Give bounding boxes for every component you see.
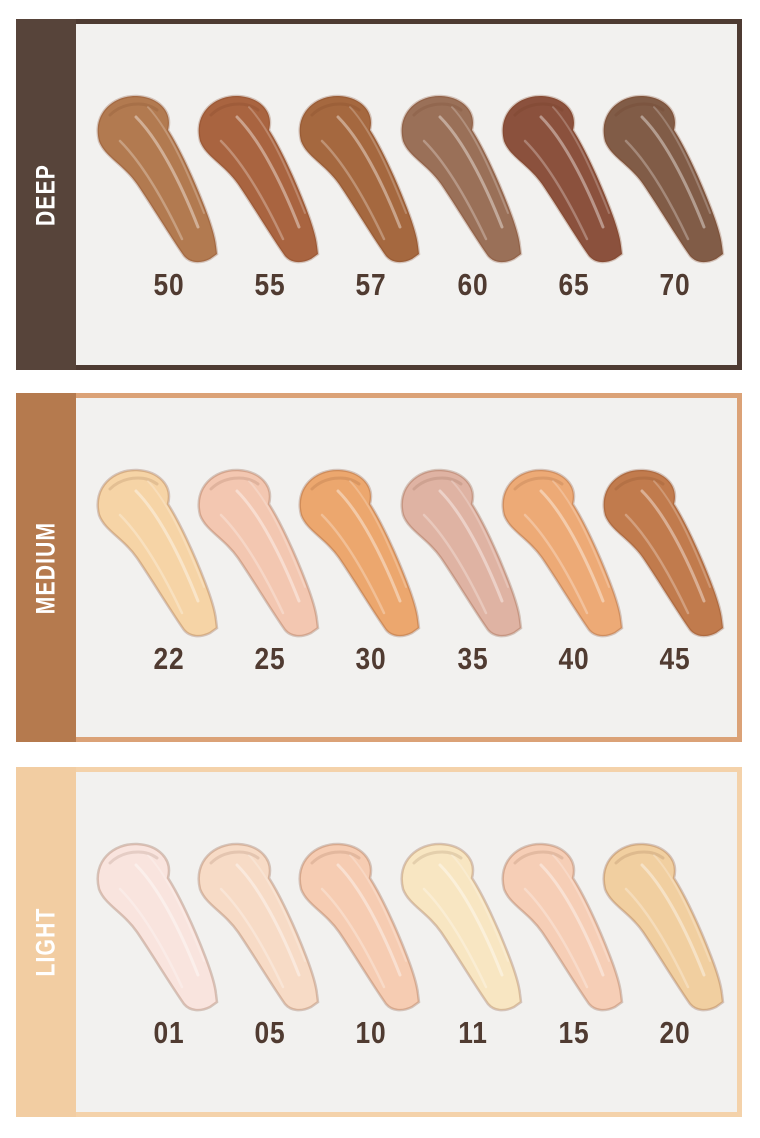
swatch-medium-30: 30 bbox=[282, 461, 432, 691]
shade-number: 65 bbox=[558, 267, 590, 302]
shade-section-light: LIGHT 01 05 10 11 15 20 bbox=[16, 767, 742, 1117]
shade-number: 22 bbox=[153, 641, 185, 676]
deep-category-band: DEEP bbox=[16, 19, 76, 370]
shade-section-deep: DEEP 50 55 57 60 65 70 bbox=[16, 19, 742, 370]
shade-number: 55 bbox=[254, 267, 286, 302]
shade-number: 60 bbox=[457, 267, 489, 302]
shade-number: 25 bbox=[254, 641, 286, 676]
swatch-deep-70: 70 bbox=[586, 87, 736, 317]
shade-number: 05 bbox=[254, 1015, 286, 1050]
swatch-light-20: 20 bbox=[586, 835, 736, 1065]
shade-number: 11 bbox=[458, 1015, 488, 1050]
smear-graphic bbox=[602, 468, 725, 638]
swatch-deep-55: 55 bbox=[181, 87, 331, 317]
shade-number: 35 bbox=[457, 641, 489, 676]
swatch-medium-45: 45 bbox=[586, 461, 736, 691]
medium-swatch-panel: 22 25 30 35 40 45 bbox=[76, 393, 742, 742]
deep-category-title: DEEP bbox=[30, 163, 61, 226]
swatch-light-11: 11 bbox=[384, 835, 534, 1065]
swatch-deep-60: 60 bbox=[384, 87, 534, 317]
smear-graphic bbox=[602, 94, 725, 264]
swatch-deep-57: 57 bbox=[282, 87, 432, 317]
shade-number: 40 bbox=[558, 641, 590, 676]
swatch-light-01: 01 bbox=[80, 835, 230, 1065]
shade-number: 20 bbox=[659, 1015, 691, 1050]
shade-number: 01 bbox=[153, 1015, 185, 1050]
shade-number: 45 bbox=[659, 641, 691, 676]
light-swatch-panel: 01 05 10 11 15 20 bbox=[76, 767, 742, 1117]
shade-number: 57 bbox=[355, 267, 387, 302]
swatch-medium-25: 25 bbox=[181, 461, 331, 691]
shade-number: 30 bbox=[355, 641, 387, 676]
swatch-light-15: 15 bbox=[485, 835, 635, 1065]
swatch-medium-40: 40 bbox=[485, 461, 635, 691]
swatch-medium-35: 35 bbox=[384, 461, 534, 691]
swatch-deep-50: 50 bbox=[80, 87, 230, 317]
medium-category-title: MEDIUM bbox=[30, 521, 61, 614]
deep-swatch-panel: 50 55 57 60 65 70 bbox=[76, 19, 742, 370]
swatch-deep-65: 65 bbox=[485, 87, 635, 317]
swatch-medium-22: 22 bbox=[80, 461, 230, 691]
shade-number: 15 bbox=[558, 1015, 590, 1050]
swatch-light-05: 05 bbox=[181, 835, 331, 1065]
swatch-light-10: 10 bbox=[282, 835, 432, 1065]
shade-number: 70 bbox=[659, 267, 691, 302]
light-category-band: LIGHT bbox=[16, 767, 76, 1117]
shade-number: 10 bbox=[355, 1015, 387, 1050]
shade-number: 50 bbox=[153, 267, 185, 302]
smear-graphic bbox=[602, 842, 725, 1012]
light-category-title: LIGHT bbox=[30, 907, 61, 977]
shade-section-medium: MEDIUM 22 25 30 35 40 45 bbox=[16, 393, 742, 742]
medium-category-band: MEDIUM bbox=[16, 393, 76, 742]
